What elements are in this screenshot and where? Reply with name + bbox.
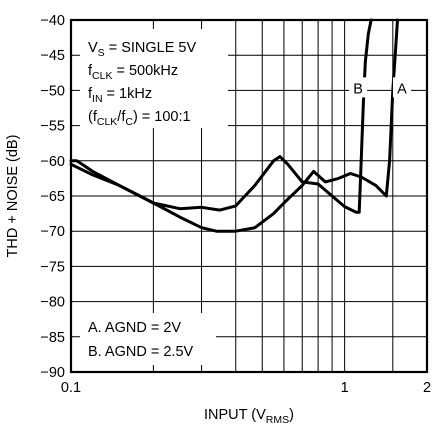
condition-fclk: fCLK = 500kHz bbox=[88, 63, 178, 82]
series-label-b: B bbox=[353, 81, 363, 97]
y-tick-label-0: −40 bbox=[40, 13, 65, 29]
y-tick-label-4: −60 bbox=[40, 154, 65, 170]
series-label-bg-b bbox=[349, 77, 368, 98]
condition-vs: VS = SINGLE 5V bbox=[88, 40, 196, 59]
y-tick-label-3: −55 bbox=[40, 119, 65, 135]
condition-fin: fIN = 1kHz bbox=[88, 86, 152, 105]
series-labels: AB bbox=[349, 77, 411, 98]
series-line-a bbox=[69, 18, 399, 233]
condition-box-background bbox=[80, 29, 228, 128]
y-tick-label-8: −80 bbox=[40, 295, 65, 311]
series-label-a: A bbox=[397, 81, 407, 97]
agnd-legend: A. AGND = 2V B. AGND = 2.5V bbox=[80, 313, 216, 365]
condition-box: VS = SINGLE 5V fCLK = 500kHz fIN = 1kHz … bbox=[80, 29, 228, 128]
x-tick-label-0: 0.1 bbox=[61, 380, 81, 396]
y-tick-label-7: −75 bbox=[40, 259, 65, 275]
y-tick-label-10: −90 bbox=[40, 365, 65, 381]
y-tick-label-2: −50 bbox=[40, 83, 65, 99]
legend-note-a: A. AGND = 2V bbox=[88, 320, 181, 336]
series-lines bbox=[69, 18, 399, 233]
condition-ratio: (fCLK/fC) = 100:1 bbox=[88, 109, 191, 128]
y-tick-label-9: −85 bbox=[40, 330, 65, 346]
x-tick-label-2: 2 bbox=[423, 380, 431, 396]
plot-frame bbox=[69, 18, 429, 374]
agnd-legend-background bbox=[80, 313, 216, 365]
x-tick-label-1: 1 bbox=[341, 380, 349, 396]
legend-note-b: B. AGND = 2.5V bbox=[88, 344, 194, 360]
y-tick-label-1: −45 bbox=[40, 48, 65, 64]
y-axis-label: THD + NOISE (dB) bbox=[5, 135, 21, 258]
x-axis-label: INPUT (VRMS) bbox=[204, 407, 294, 425]
y-tick-labels: −40 −45 −50 −55 −60 −65 −70 −75 −80 −85 −90 bbox=[40, 13, 65, 381]
series-label-bg-a bbox=[392, 77, 411, 98]
x-tick-labels: 0.1 1 2 bbox=[61, 380, 431, 396]
y-tick-label-5: −65 bbox=[40, 189, 65, 205]
y-tick-label-6: −70 bbox=[40, 224, 65, 240]
series-line-b bbox=[69, 18, 373, 214]
